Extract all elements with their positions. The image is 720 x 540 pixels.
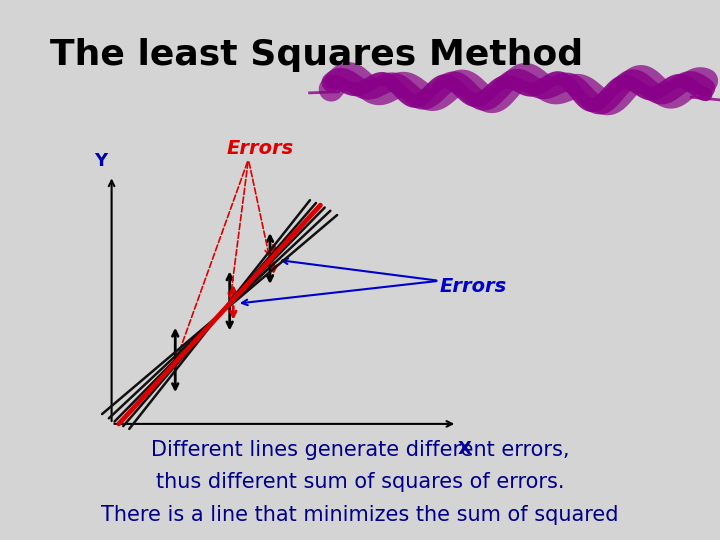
Text: Errors: Errors [227, 139, 294, 158]
Text: There is a line that minimizes the sum of squared: There is a line that minimizes the sum o… [102, 505, 618, 525]
Text: Different lines generate different errors,: Different lines generate different error… [150, 440, 570, 460]
Text: Errors: Errors [439, 276, 506, 296]
Text: thus different sum of squares of errors.: thus different sum of squares of errors. [156, 472, 564, 492]
Text: X: X [457, 440, 472, 458]
Text: The least Squares Method: The least Squares Method [50, 38, 583, 72]
Text: Y: Y [94, 152, 107, 170]
